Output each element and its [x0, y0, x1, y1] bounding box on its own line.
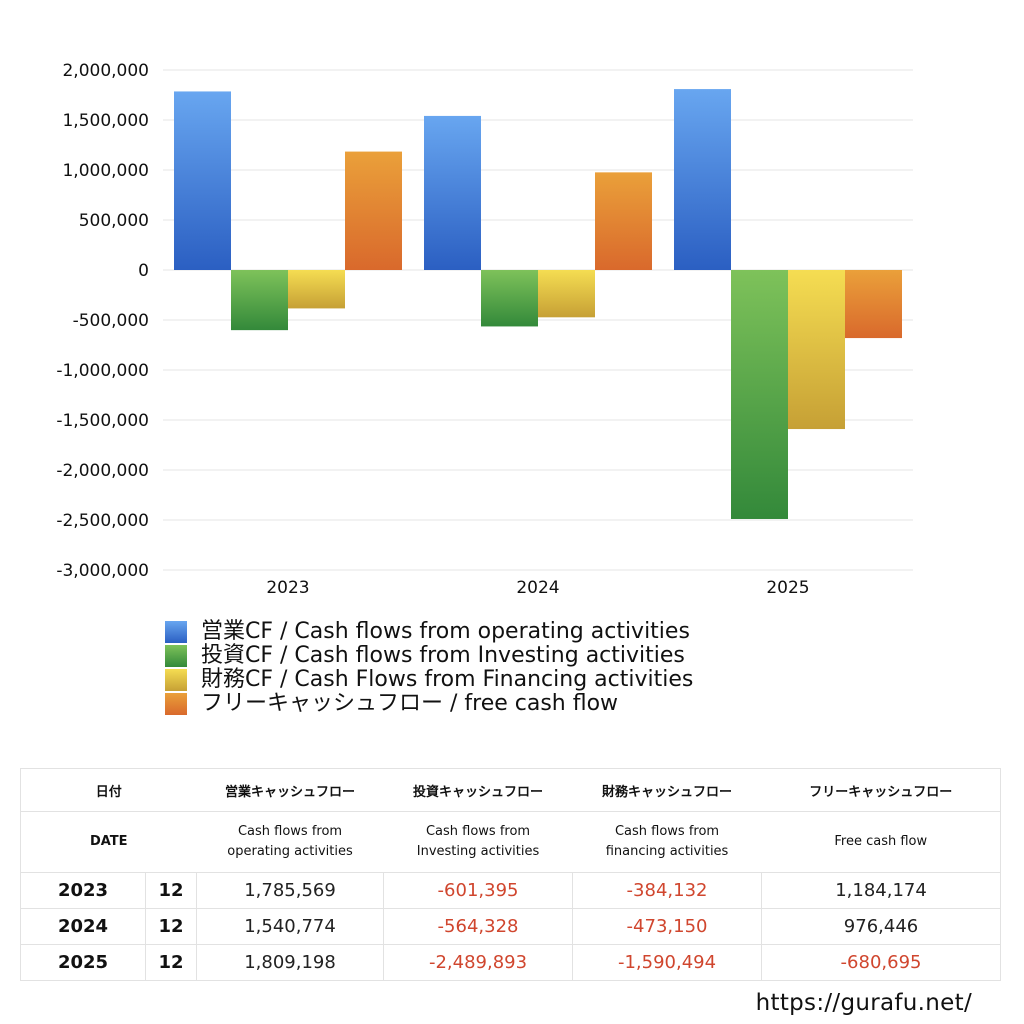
header-investing-en-line2: Investing activities: [416, 844, 540, 859]
chart-svg: 2,000,000 1,500,000 1,000,000 500,000 0 -500,…: [56, 61, 913, 598]
row-year: 2025: [20, 944, 146, 981]
y-tick-label: -500,000: [73, 311, 149, 331]
table-header-jp-row: 日付 営業キャッシュフロー 投資キャッシュフロー 財務キャッシュフロー フリーキ…: [19, 768, 1002, 812]
header-investing-en-line1: Cash flows from: [425, 824, 531, 839]
row-free-cash-flow-value: 1,184,174: [761, 872, 1002, 909]
bar-2023-series-3: [345, 151, 402, 270]
table-row: 2023 12 1,785,569 -601,395 -384,132 1,18…: [20, 872, 1002, 909]
header-investing-jp: 投資キャッシュフロー: [383, 768, 573, 812]
row-financing-value: -473,150: [572, 908, 763, 945]
y-tick-label: 1,000,000: [62, 161, 149, 181]
legend-item-operating: 営業CF / Cash flows from operating activit…: [165, 620, 925, 644]
x-tick-label: 2024: [516, 578, 559, 598]
y-tick-label: -2,000,000: [56, 461, 149, 481]
y-tick-label: 1,500,000: [62, 111, 149, 131]
row-operating-value: 1,540,774: [196, 908, 385, 945]
header-operating-en: Cash flows from operating activities: [196, 811, 384, 873]
row-investing-value: -601,395: [383, 872, 574, 909]
row-financing-value: -1,590,494: [572, 944, 763, 981]
cash-flow-table: 日付 営業キャッシュフロー 投資キャッシュフロー 財務キャッシュフロー フリーキ…: [19, 768, 1002, 981]
header-free-cash-flow-en: Free cash flow: [761, 811, 1002, 873]
table-header-en-row: DATE Cash flows from operating activitie…: [19, 811, 1002, 873]
header-operating-jp: 営業キャッシュフロー: [196, 768, 384, 812]
legend-swatch-operating: [165, 621, 187, 643]
header-date-en: DATE: [19, 811, 197, 873]
row-operating-value: 1,785,569: [196, 872, 385, 909]
site-url: https://gurafu.net/: [755, 990, 972, 1016]
legend-item-financing: 財務CF / Cash Flows from Financing activit…: [165, 668, 925, 692]
header-free-cash-flow-jp: フリーキャッシュフロー: [761, 768, 1002, 812]
y-tick-label: 0: [138, 261, 149, 281]
bar-2024-series-2: [538, 270, 595, 318]
bar-2025-series-0: [674, 89, 731, 270]
bar-2025-series-3: [845, 270, 902, 339]
header-operating-en-line2: operating activities: [227, 844, 353, 859]
row-month: 12: [144, 908, 198, 945]
legend-swatch-investing: [165, 645, 187, 667]
header-investing-en: Cash flows from Investing activities: [383, 811, 573, 873]
y-tick-label: -1,500,000: [56, 411, 149, 431]
bar-2025-series-1: [731, 270, 788, 519]
x-tick-label: 2025: [766, 578, 809, 598]
cash-flow-chart: 2,000,000 1,500,000 1,000,000 500,000 0 -500,…: [56, 61, 913, 598]
y-tick-label: 500,000: [79, 211, 149, 231]
y-tick-label: -2,500,000: [56, 511, 149, 531]
legend-swatch-financing: [165, 669, 187, 691]
row-investing-value: -564,328: [383, 908, 574, 945]
chart-legend: 営業CF / Cash flows from operating activit…: [165, 620, 925, 716]
row-free-cash-flow-value: 976,446: [761, 908, 1002, 945]
bar-2024-series-1: [481, 270, 538, 327]
bar-2025-series-2: [788, 270, 845, 430]
header-financing-jp: 財務キャッシュフロー: [572, 768, 762, 812]
bar-2023-series-2: [288, 270, 345, 309]
header-financing-en-line2: financing activities: [605, 844, 729, 859]
header-operating-en-line1: Cash flows from: [237, 824, 343, 839]
row-year: 2024: [20, 908, 146, 945]
bar-2023-series-1: [231, 270, 288, 331]
row-free-cash-flow-value: -680,695: [761, 944, 1002, 981]
bar-2023-series-0: [174, 91, 231, 270]
legend-item-free-cash-flow: フリーキャッシュフロー / free cash flow: [165, 692, 925, 716]
legend-item-investing: 投資CF / Cash flows from Investing activit…: [165, 644, 925, 668]
header-financing-en: Cash flows from financing activities: [572, 811, 762, 873]
row-operating-value: 1,809,198: [196, 944, 385, 981]
y-tick-label: -3,000,000: [56, 561, 149, 581]
y-tick-label: -1,000,000: [56, 361, 149, 381]
x-tick-label: 2023: [266, 578, 309, 598]
legend-label-free-cash-flow: フリーキャッシュフロー / free cash flow: [201, 691, 619, 716]
row-year: 2023: [20, 872, 146, 909]
y-tick-label: 2,000,000: [62, 61, 149, 81]
table-row: 2024 12 1,540,774 -564,328 -473,150 976,…: [20, 908, 1002, 945]
legend-swatch-free-cash-flow: [165, 693, 187, 715]
header-date-jp: 日付: [19, 768, 197, 812]
legend-label-operating: 営業CF / Cash flows from operating activit…: [201, 619, 690, 644]
row-investing-value: -2,489,893: [383, 944, 574, 981]
table-row: 2025 12 1,809,198 -2,489,893 -1,590,494 …: [20, 944, 1002, 981]
row-month: 12: [144, 944, 198, 981]
bar-2024-series-3: [595, 172, 652, 270]
legend-label-financing: 財務CF / Cash Flows from Financing activit…: [201, 667, 694, 692]
row-financing-value: -384,132: [572, 872, 763, 909]
row-month: 12: [144, 872, 198, 909]
bar-2024-series-0: [424, 115, 481, 270]
legend-label-investing: 投資CF / Cash flows from Investing activit…: [201, 643, 685, 668]
header-financing-en-line1: Cash flows from: [614, 824, 720, 839]
